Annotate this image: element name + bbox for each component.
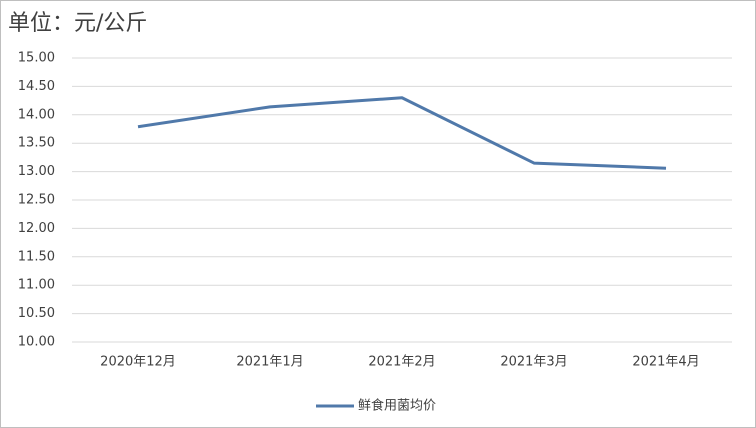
x-tick-label: 2021年3月	[500, 355, 567, 370]
y-tick-label: 12.50	[18, 193, 55, 208]
y-tick-label: 11.50	[18, 249, 55, 264]
y-tick-label: 11.00	[18, 278, 55, 293]
legend-label: 鲜食用菌均价	[358, 398, 436, 414]
chart-title: 单位：元/公斤	[8, 11, 147, 36]
y-tick-label: 10.50	[18, 306, 55, 321]
y-tick-label: 12.00	[18, 221, 55, 236]
x-tick-label: 2021年1月	[236, 355, 303, 370]
x-tick-label: 2021年2月	[368, 355, 435, 370]
y-tick-label: 13.00	[18, 164, 55, 179]
x-tick-label: 2020年12月	[100, 355, 176, 370]
y-tick-label: 14.00	[18, 107, 55, 122]
y-tick-label: 13.50	[18, 136, 55, 151]
y-tick-label: 15.00	[18, 51, 55, 66]
y-tick-label: 10.00	[18, 335, 55, 350]
x-tick-label: 2021年4月	[632, 355, 699, 370]
y-tick-label: 14.50	[18, 79, 55, 94]
series-line	[137, 96, 667, 170]
